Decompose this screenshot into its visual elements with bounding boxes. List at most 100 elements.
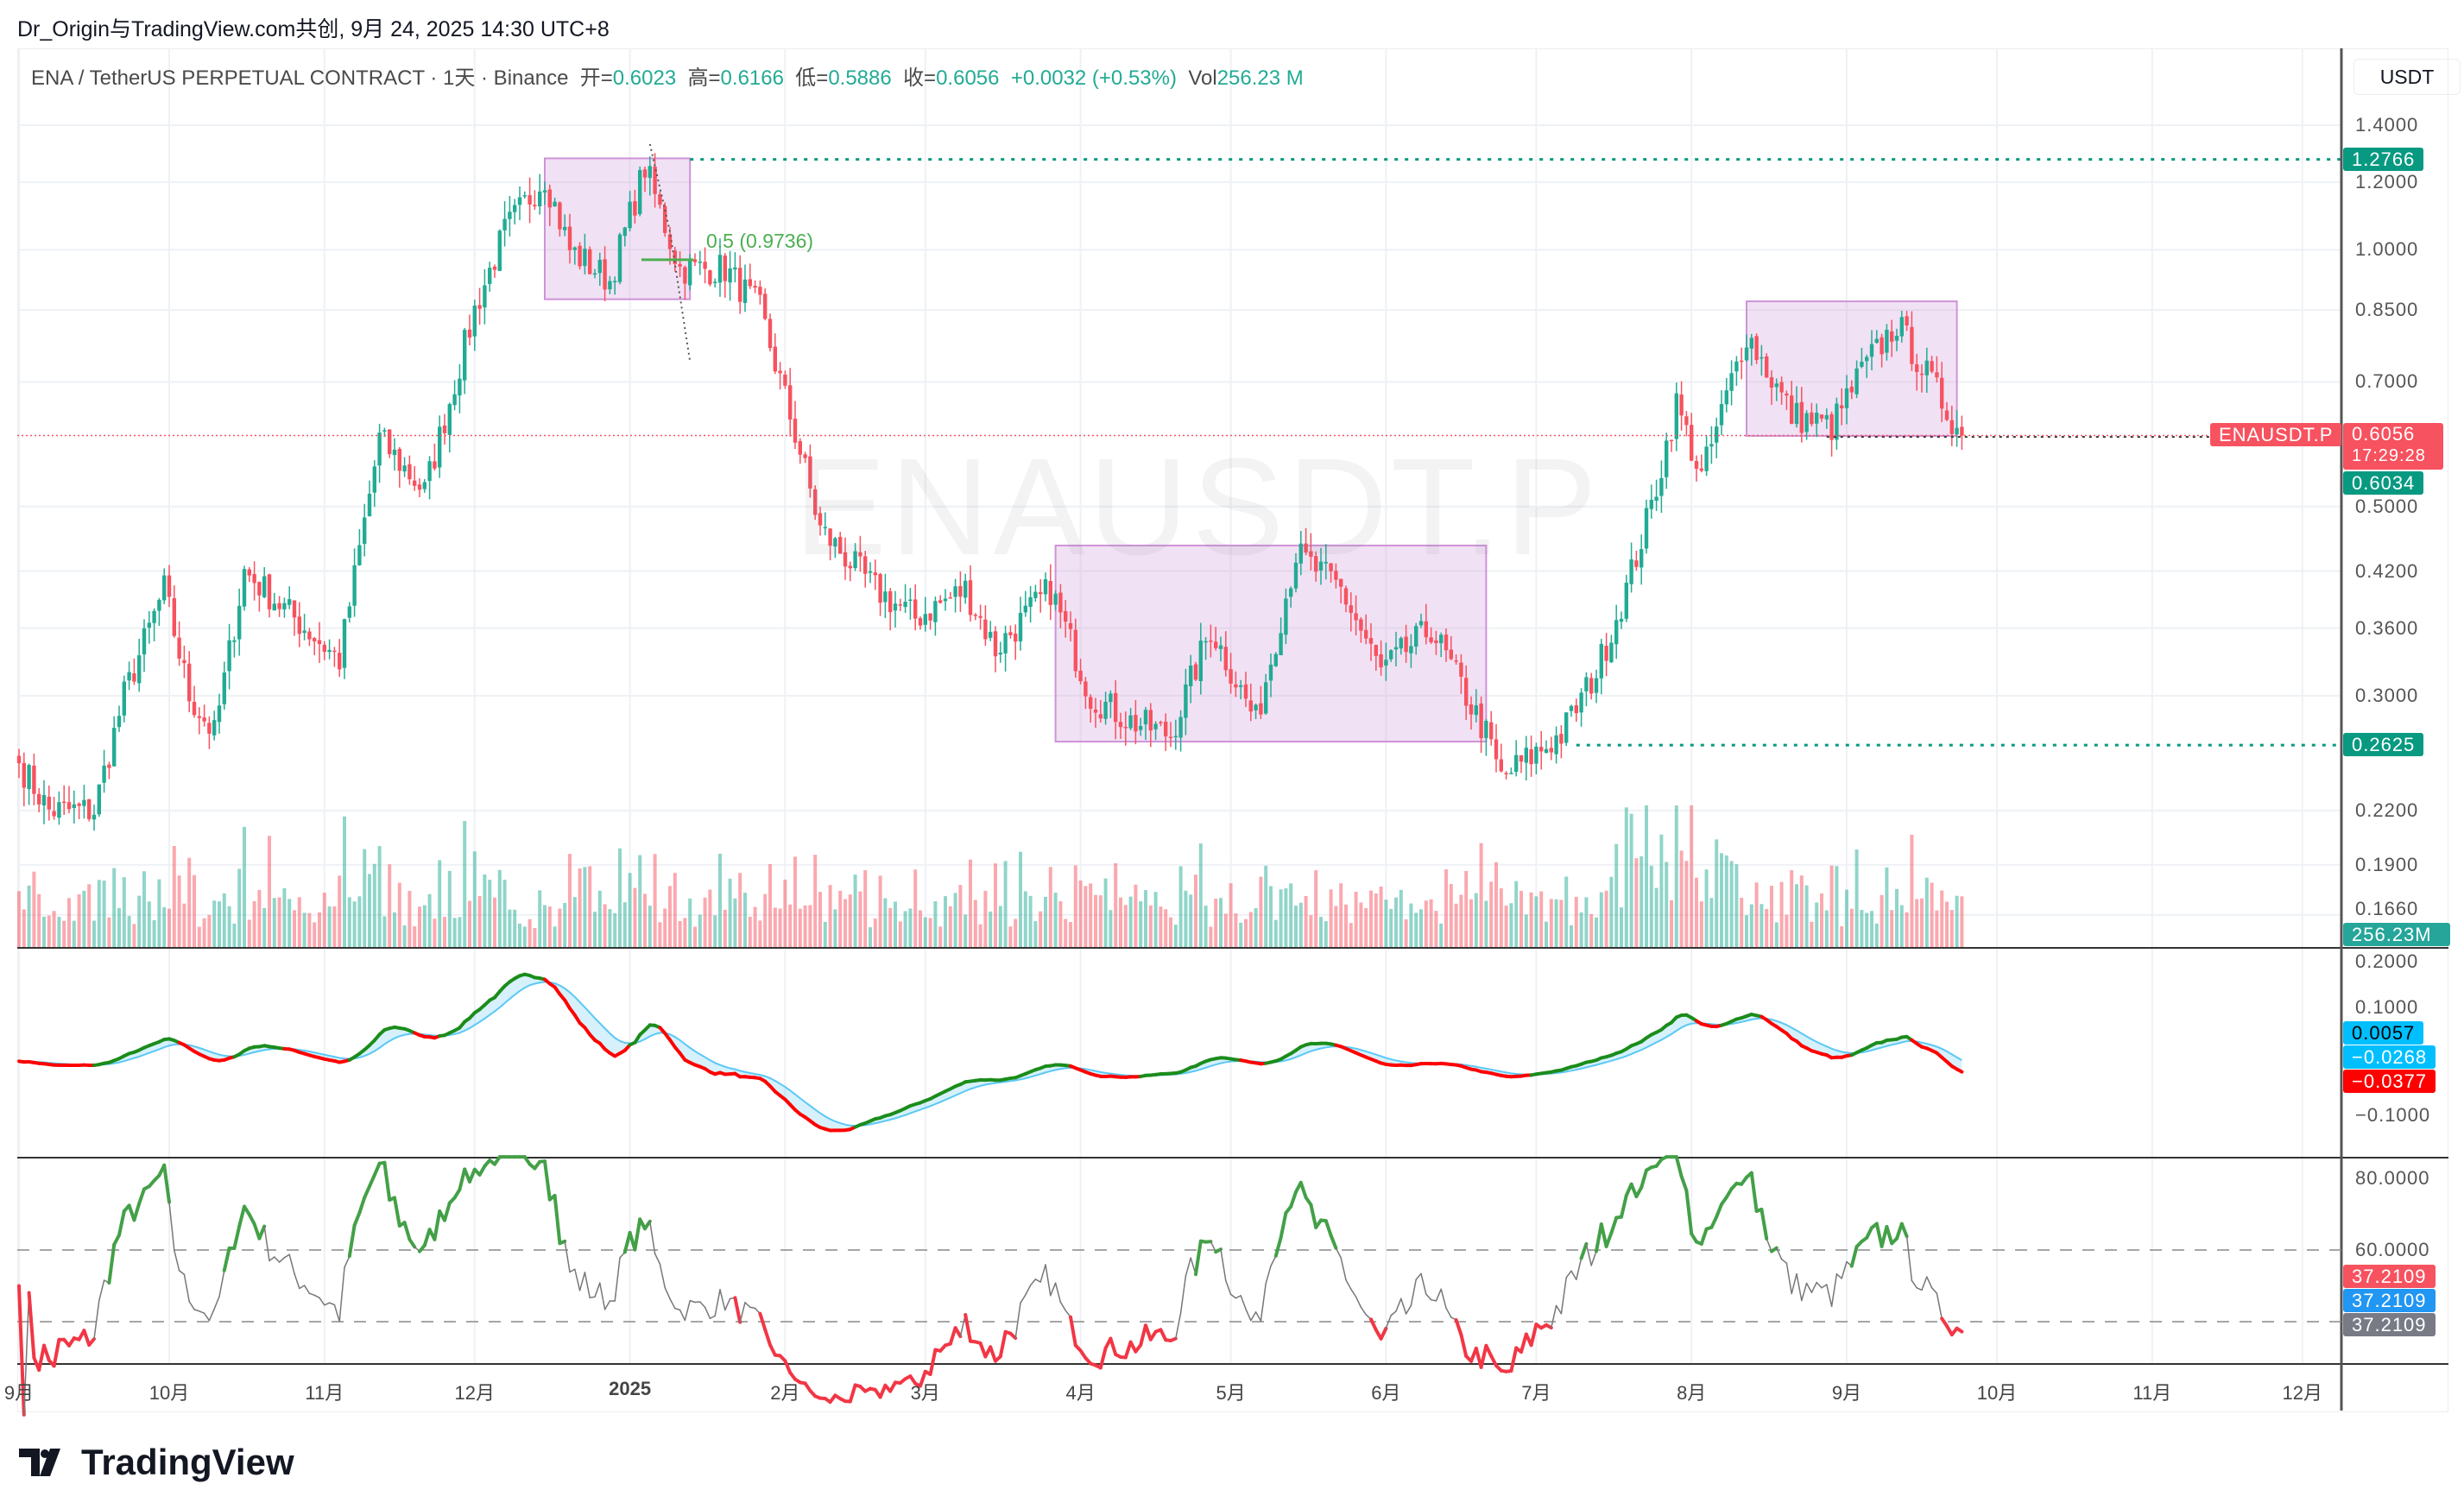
volume-bar: [788, 904, 793, 948]
volume-bar: [978, 924, 982, 948]
volume-bar: [1609, 876, 1614, 948]
volume-bar: [1148, 905, 1153, 948]
candle: [392, 438, 397, 470]
candle: [117, 705, 122, 732]
macd-signal-line: [18, 981, 1962, 1127]
candle: [567, 213, 572, 264]
volume-bar: [1895, 888, 1899, 948]
rsi-segment: [107, 1242, 117, 1285]
candle-body: [1464, 678, 1469, 706]
rsi-segment: [1519, 1332, 1528, 1354]
candle: [1514, 740, 1519, 777]
candle-body: [1559, 734, 1564, 744]
rsi-segment: [1279, 1211, 1288, 1240]
candle-body: [1880, 337, 1884, 355]
volume-bar: [798, 908, 802, 948]
candle-body: [868, 571, 873, 573]
volume-bar: [1614, 843, 1619, 948]
rsi-segment: [749, 1306, 756, 1310]
candle-body: [547, 189, 552, 208]
candle: [292, 600, 297, 636]
candle: [1033, 584, 1038, 603]
candle: [778, 362, 782, 390]
volume-bar: [1134, 884, 1138, 948]
rsi-segment: [1265, 1265, 1272, 1285]
candle-body: [1103, 701, 1108, 719]
candle-body: [563, 226, 567, 230]
candle-body: [622, 227, 627, 237]
candle: [1293, 552, 1298, 593]
candle-body: [517, 197, 522, 205]
volume-bar: [783, 879, 787, 948]
rsi-segment: [1179, 1275, 1187, 1314]
volume-bar: [1064, 919, 1068, 948]
volume-bar: [1645, 805, 1648, 948]
rsi-segment: [443, 1201, 452, 1222]
candle: [1254, 703, 1258, 720]
rsi-segment: [704, 1306, 711, 1320]
currency-button[interactable]: USDT: [2353, 59, 2461, 95]
rsi-segment: [313, 1294, 320, 1299]
tradingview-logo[interactable]: TradingView: [19, 1442, 294, 1483]
candle-body: [1118, 722, 1123, 728]
candle: [447, 402, 452, 453]
candle-body: [1123, 727, 1128, 729]
volume-bar: [82, 890, 86, 948]
candle-body: [508, 212, 512, 219]
candle: [332, 647, 337, 667]
tradingview-logo-icon: [19, 1449, 60, 1476]
candle: [262, 566, 267, 598]
candle: [1139, 717, 1143, 736]
candle-body: [1239, 685, 1243, 687]
candle-body: [1334, 571, 1338, 580]
rsi-segment: [1029, 1279, 1037, 1286]
candle: [1008, 625, 1013, 639]
volume-bar: [427, 893, 432, 948]
candle: [1404, 624, 1408, 663]
rsi-segment: [87, 1336, 96, 1348]
candle: [1178, 710, 1183, 752]
candle: [648, 156, 652, 196]
price-tick: 0.3000: [2355, 684, 2419, 706]
candle-body: [232, 640, 237, 642]
rsi-segment: [1245, 1308, 1252, 1322]
symbol-description[interactable]: ENA / TetherUS PERPETUAL CONTRACT · 1天 ·…: [31, 66, 569, 90]
volume-bar: [152, 919, 156, 948]
candle-body: [1944, 410, 1949, 420]
rsi-segment: [574, 1268, 581, 1291]
time-tick: 11月: [2132, 1382, 2172, 1404]
volume-bar: [778, 908, 782, 948]
volume-bar: [818, 892, 822, 948]
candle-body: [372, 466, 376, 493]
candle: [818, 506, 823, 536]
volume-bar: [463, 821, 467, 948]
candle-body: [338, 653, 342, 670]
candle-body: [908, 599, 913, 602]
candle: [1349, 592, 1353, 632]
rsi-segment: [324, 1302, 331, 1306]
symbol-watermark: ENAUSDT.P: [794, 429, 1601, 584]
volume-bar: [1389, 908, 1393, 948]
candle-body: [72, 804, 76, 808]
volume-bar: [1294, 906, 1298, 948]
candle-body: [1629, 559, 1633, 584]
rsi-segment: [458, 1167, 467, 1192]
volume-bar: [1684, 861, 1689, 948]
candle-body: [898, 604, 902, 606]
candle: [1089, 694, 1093, 723]
volume-bar: [107, 917, 111, 948]
candle: [1654, 479, 1658, 511]
volume-bar: [1545, 921, 1548, 948]
volume-bar: [1248, 912, 1253, 948]
candle: [27, 763, 31, 805]
candle-body: [1569, 705, 1574, 711]
rsi-segment: [1865, 1226, 1873, 1240]
candle: [948, 591, 952, 599]
candle-body: [1279, 633, 1283, 656]
candle: [1039, 578, 1043, 613]
candle: [983, 605, 988, 647]
rsi-segment: [1841, 1260, 1848, 1279]
rsi-segment: [1350, 1288, 1357, 1298]
candle-body: [502, 218, 507, 230]
